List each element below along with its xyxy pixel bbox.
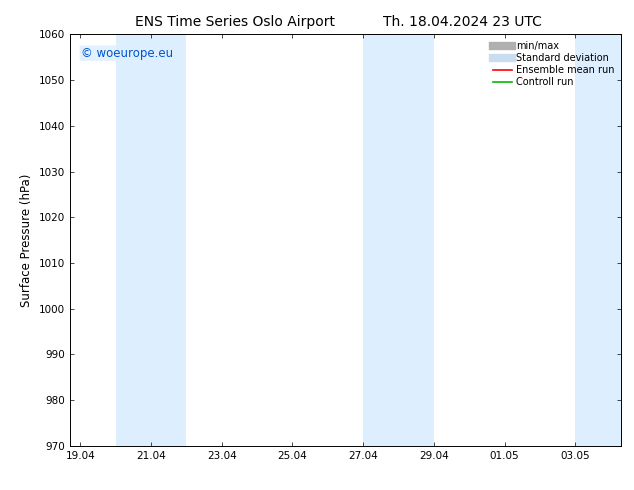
Text: © woeurope.eu: © woeurope.eu [81, 47, 173, 60]
Text: ENS Time Series Oslo Airport: ENS Time Series Oslo Airport [134, 15, 335, 29]
Text: Th. 18.04.2024 23 UTC: Th. 18.04.2024 23 UTC [384, 15, 542, 29]
Y-axis label: Surface Pressure (hPa): Surface Pressure (hPa) [20, 173, 33, 307]
Bar [575, 34, 621, 446]
Bar [115, 34, 186, 446]
Bar [363, 34, 434, 446]
Legend: min/max, Standard deviation, Ensemble mean run, Controll run: min/max, Standard deviation, Ensemble me… [489, 37, 618, 91]
